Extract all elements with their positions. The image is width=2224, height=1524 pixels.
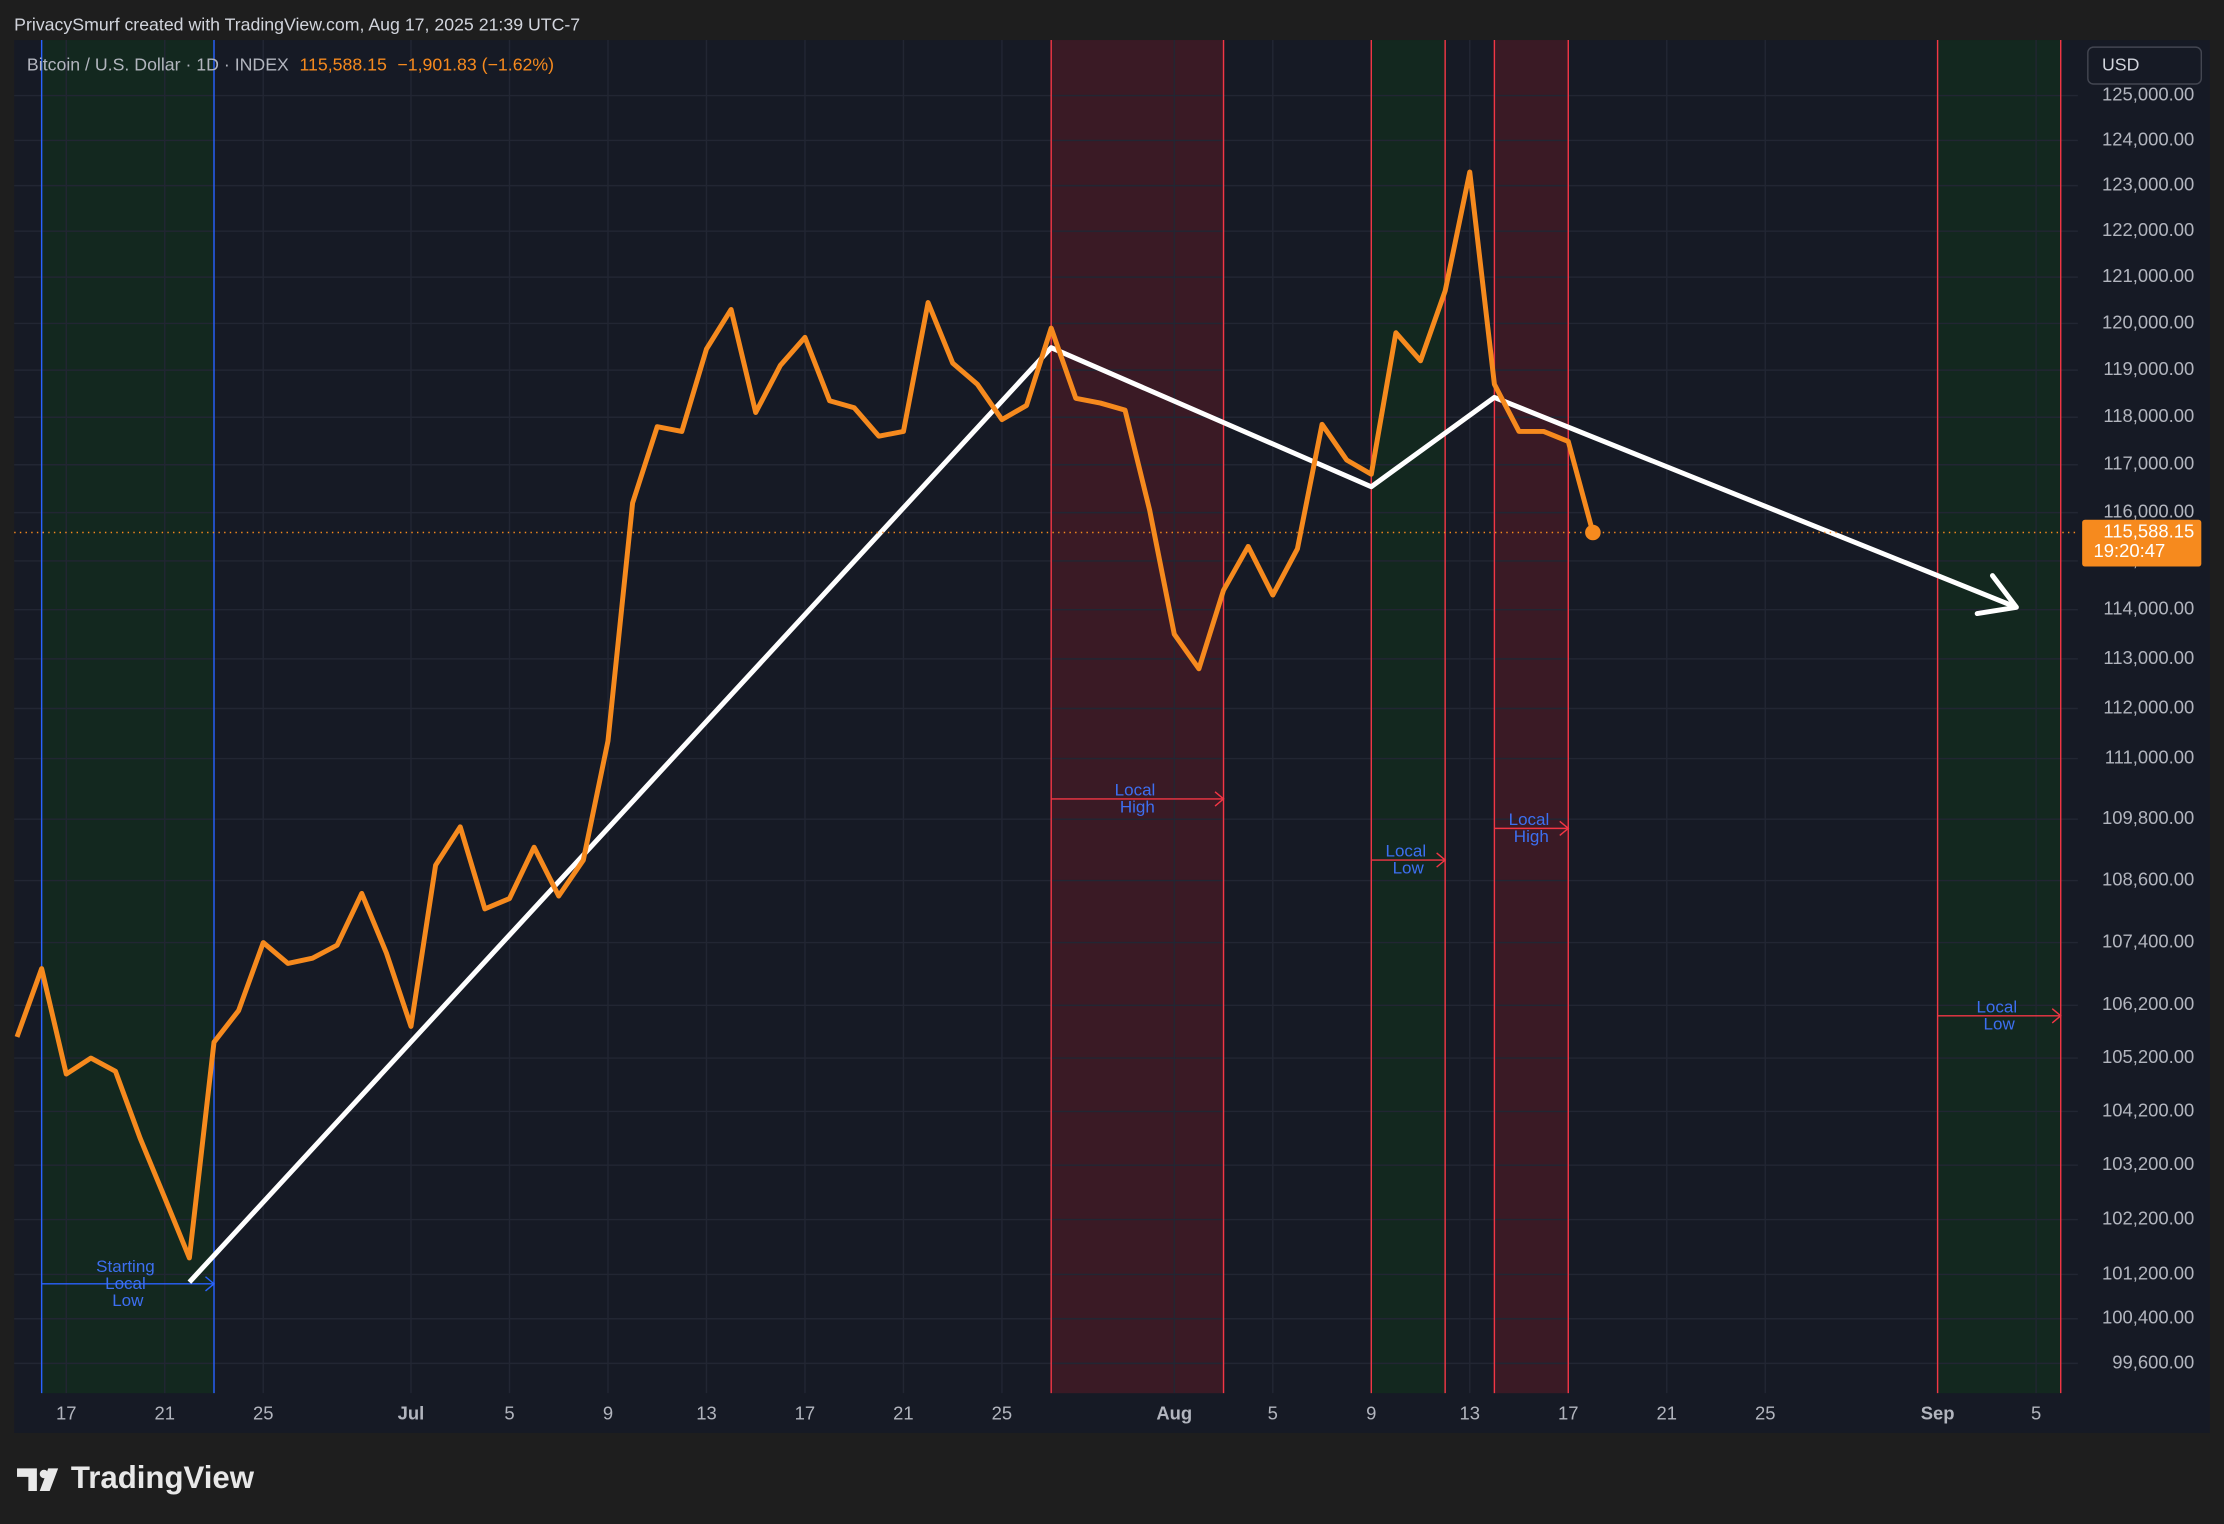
x-tick-label: 17 (56, 1402, 77, 1423)
logo-dot (39, 1469, 49, 1479)
x-tick-label: 9 (1366, 1402, 1376, 1423)
zone-arrow-head (205, 1276, 216, 1292)
zone-arrow-head (1436, 852, 1447, 868)
x-tick-label: 21 (155, 1402, 176, 1423)
y-tick-label: 103,200.00 (2102, 1153, 2194, 1174)
y-tick-label: 118,000.00 (2103, 405, 2194, 426)
y-tick-label: 104,200.00 (2102, 1099, 2194, 1120)
x-tick-label: 25 (1755, 1402, 1776, 1423)
y-tick-label: 124,000.00 (2102, 128, 2194, 149)
y-tick-label: 121,000.00 (2102, 265, 2194, 286)
y-tick-label: 116,000.00 (2103, 501, 2194, 522)
legend: Bitcoin / U.S. Dollar · 1D · INDEX 115,5… (27, 54, 554, 74)
brand: TradingView (71, 1460, 255, 1495)
last-price-box (2082, 519, 2202, 567)
x-tick-label: 25 (992, 1402, 1013, 1423)
x-tick-label: Aug (1156, 1402, 1192, 1423)
y-tick-label: 111,000.00 (2105, 746, 2194, 767)
background-layer (14, 40, 2078, 1394)
zone (41, 40, 215, 1394)
zone (1937, 40, 2061, 1394)
y-tick-label: 107,400.00 (2102, 930, 2194, 951)
y-tick-label: 112,000.00 (2103, 696, 2194, 717)
x-tick-label: Sep (1921, 1402, 1955, 1423)
x-tick-label: 5 (504, 1402, 514, 1423)
x-tick-label: 17 (1558, 1402, 1579, 1423)
last-point (1585, 524, 1601, 541)
main-layer: 125,000.00 124,000.00 123,000.00 122,000.00… (14, 40, 2202, 1423)
currency-button[interactable] (2087, 46, 2203, 85)
trend-line (187, 345, 2018, 1284)
price-change: −1,901.83 (−1.62%) (397, 54, 554, 74)
x-tick-label: 21 (893, 1402, 914, 1423)
zone-label: Local High (1115, 780, 1160, 816)
zone (1371, 40, 1446, 1394)
attribution: PrivacySmurf created with TradingView.co… (14, 15, 580, 35)
zone-label: Starting Local Low (96, 1256, 159, 1309)
x-tick-label: 13 (1460, 1402, 1481, 1423)
x-tick-label: 21 (1657, 1402, 1678, 1423)
zone (1494, 40, 1569, 1394)
zone-label: Local Low (1976, 997, 2021, 1033)
y-tick-label: 102,200.00 (2102, 1207, 2194, 1228)
zone-arrow-head (1559, 820, 1570, 837)
y-tick-label: 120,000.00 (2102, 311, 2194, 332)
x-tick-label: 9 (603, 1402, 613, 1423)
countdown: 19:20:47 (2094, 540, 2166, 561)
brand-logo (17, 1468, 59, 1492)
x-tick-label: 17 (795, 1402, 816, 1423)
x-tick-label: 25 (253, 1402, 273, 1423)
trend-arrow-head (1974, 573, 2019, 617)
y-tick-label: 100,400.00 (2102, 1307, 2194, 1328)
last-price-label: 115,588.15 (2103, 520, 2194, 541)
y-tick-label: 101,200.00 (2102, 1262, 2194, 1283)
zone-label: Local Low (1386, 841, 1431, 877)
price-line (14, 169, 1596, 1261)
zone-arrow-head (1214, 791, 1225, 807)
currency[interactable]: USD (2102, 54, 2139, 74)
y-tick-label: 114,000.00 (2103, 598, 2194, 619)
y-tick-label: 123,000.00 (2102, 173, 2194, 194)
y-tick-label: 125,000.00 (2102, 83, 2194, 104)
symbol: Bitcoin / U.S. Dollar · 1D · INDEX (27, 54, 289, 74)
y-tick-label: 117,000.00 (2103, 453, 2194, 474)
y-tick-label: 105,200.00 (2102, 1046, 2194, 1067)
x-tick-label: 5 (2031, 1402, 2041, 1423)
y-tick-label: 122,000.00 (2102, 219, 2194, 240)
y-tick-label: 113,000.00 (2103, 647, 2194, 668)
y-tick-label: 106,200.00 (2102, 993, 2194, 1014)
x-tick-label: 13 (696, 1402, 717, 1423)
last-price: 115,588.15 (299, 54, 387, 74)
x-tick-label: Jul (398, 1402, 425, 1423)
y-tick-label: 109,800.00 (2102, 807, 2194, 828)
y-tick-label: 108,600.00 (2102, 868, 2194, 889)
zone-label: Local High (1509, 809, 1554, 845)
y-tick-label: 119,000.00 (2103, 358, 2194, 379)
y-tick-label: 99,600.00 (2112, 1351, 2194, 1372)
x-tick-label: 5 (1268, 1402, 1278, 1423)
zone-arrow-head (2051, 1008, 2062, 1024)
zone (1051, 40, 1224, 1394)
